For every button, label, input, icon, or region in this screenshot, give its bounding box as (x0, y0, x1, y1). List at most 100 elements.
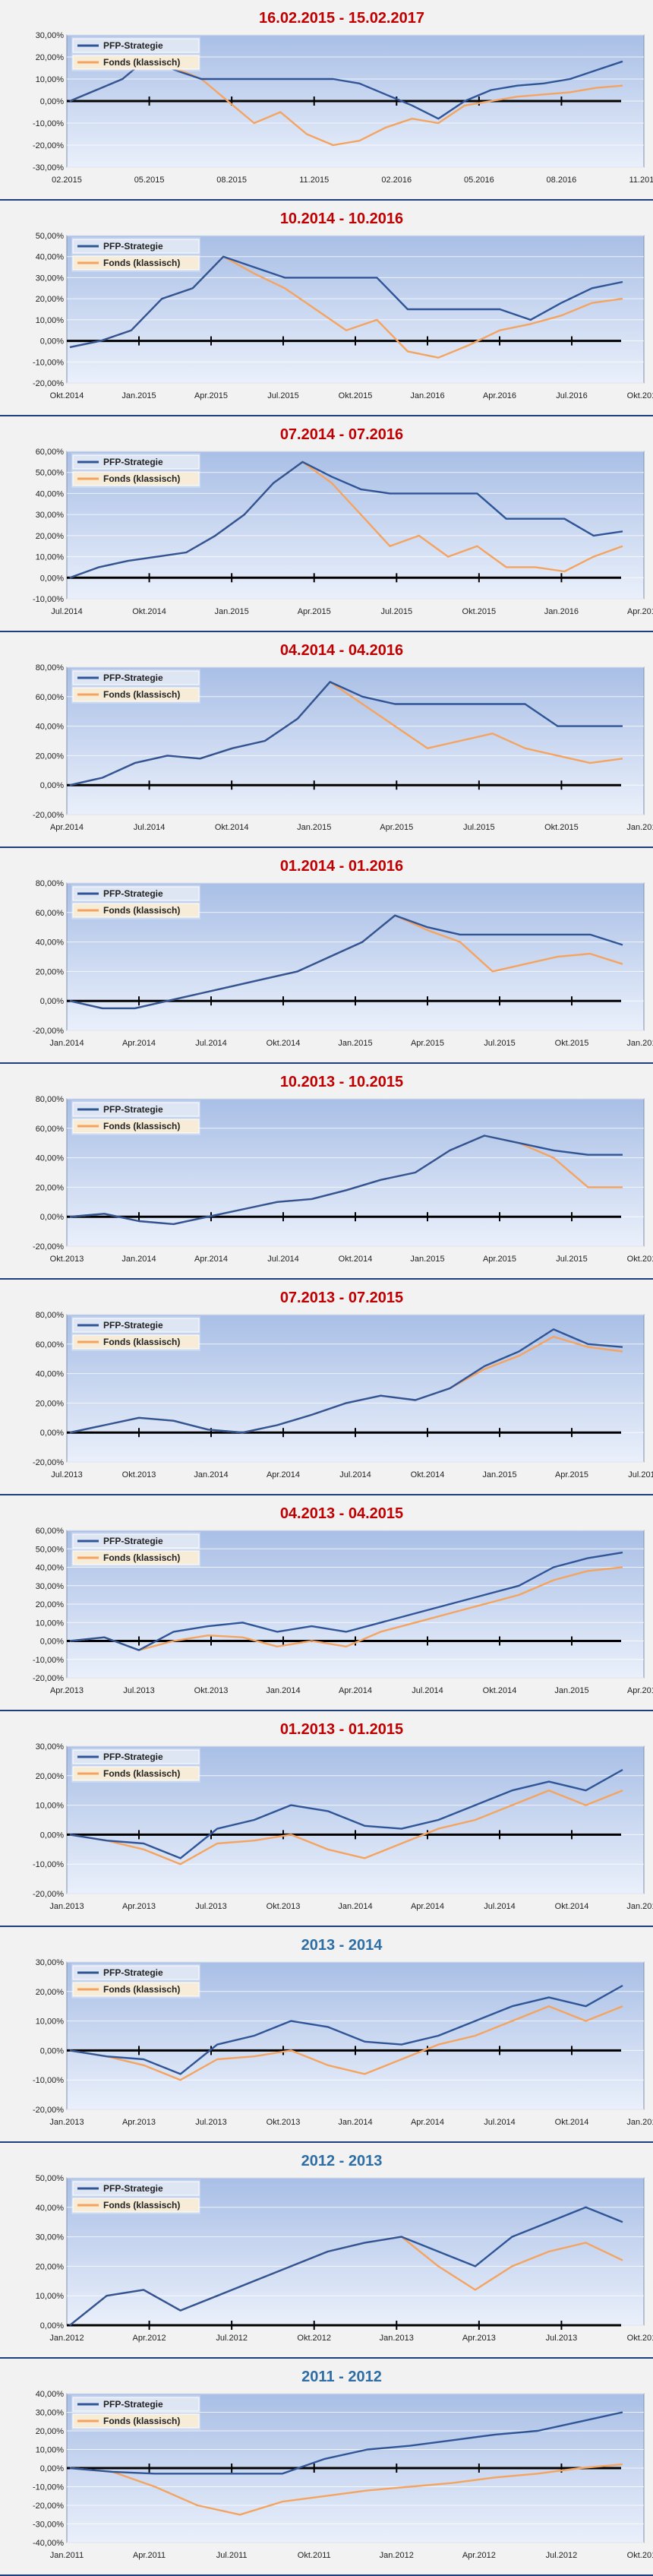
legend-entry (72, 886, 200, 901)
x-tick-label: Jul.2014 (51, 607, 83, 616)
series-line (69, 460, 623, 579)
x-tick-label: Okt.2015 (462, 607, 497, 616)
y-tick-label: 60,00% (36, 1125, 65, 1134)
legend-entry (72, 670, 200, 685)
y-tick-label: 0,00% (40, 2464, 64, 2473)
series-line (69, 2463, 623, 2516)
series-line (69, 2206, 623, 2326)
x-tick-label: Okt.2016 (627, 391, 653, 400)
x-tick-label: Apr.2014 (50, 823, 84, 832)
x-tick-label: Apr.2013 (122, 2118, 156, 2127)
x-tick-label: Jan.2014 (49, 1039, 84, 1048)
legend-entry (72, 1533, 200, 1549)
x-tick-label: Apr.2015 (483, 1255, 516, 1264)
x-tick-label: Apr.2015 (411, 1039, 444, 1048)
y-tick-label: -40,00% (33, 2539, 64, 2548)
legend-entry (72, 239, 200, 254)
x-tick-label: Jan.2015 (215, 607, 249, 616)
legend-entry (72, 471, 200, 486)
y-tick-label: -10,00% (33, 2076, 64, 2085)
y-tick-label: 10,00% (36, 553, 65, 562)
x-tick-label: Apr.2015 (627, 1686, 653, 1695)
y-tick-label: -10,00% (33, 1656, 64, 1665)
y-tick-label: 40,00% (36, 938, 65, 948)
y-tick-label: 0,00% (40, 574, 64, 583)
x-tick-label: Okt.2015 (339, 391, 373, 400)
y-tick-label: 40,00% (36, 253, 65, 262)
y-tick-label: -10,00% (33, 119, 64, 128)
y-tick-label: 40,00% (36, 1564, 65, 1573)
x-tick-label: Jul.2014 (339, 1470, 371, 1479)
x-tick-label: Jul.2014 (484, 2118, 516, 2127)
x-tick-label: Okt.2014 (555, 1902, 589, 1911)
x-tick-label: Jul.2015 (463, 823, 495, 832)
x-tick-label: Jan.2013 (380, 2334, 414, 2343)
y-tick-label: -10,00% (33, 1860, 64, 1869)
x-tick-label: Jan.2015 (626, 2118, 653, 2127)
x-tick-label: Apr.2014 (267, 1470, 300, 1479)
chart-panel: 04.2013 - 04.2015 60,00% 50,00% 40,00% 30,00… (0, 1495, 653, 1711)
x-tick-label: Jul.2015 (556, 1255, 588, 1264)
x-tick-label: Jul.2013 (51, 1470, 83, 1479)
x-tick-label: Jan.2014 (266, 1686, 300, 1695)
legend-label: Fonds (klassisch) (103, 57, 180, 68)
x-tick-label: 02.2015 (52, 176, 82, 185)
y-tick-label: 0,00% (40, 337, 64, 347)
y-tick-label: -10,00% (33, 595, 64, 604)
chart-title: 01.2014 - 01.2016 (280, 858, 403, 875)
series-line (69, 1135, 623, 1226)
y-tick-label: 60,00% (36, 448, 65, 457)
chart-panel: 2012 - 2013 50,00% 40,00% 30,00% 20,00% 10,00… (0, 2143, 653, 2359)
x-tick-label: 11.2016 (629, 176, 653, 185)
x-tick-label: Jan.2014 (194, 1470, 228, 1479)
x-tick-label: Jan.2011 (50, 2551, 84, 2560)
x-tick-label: Apr.2012 (133, 2334, 166, 2343)
chart-svg: 04.2014 - 04.2016 80,00% 60,00% 40,00% 20,00… (33, 642, 653, 832)
legend-entry (72, 1749, 200, 1764)
x-tick-label: Jul.2015 (484, 1039, 516, 1048)
x-tick-label: Jan.2015 (626, 1902, 653, 1911)
y-tick-label: -10,00% (33, 2483, 64, 2492)
series-line (69, 1551, 623, 1651)
legend-entry (72, 2397, 200, 2412)
y-tick-label: 20,00% (36, 295, 65, 304)
legend-entry (72, 1102, 200, 1117)
x-tick-label: Apr.2014 (339, 1686, 372, 1695)
y-tick-label: 30,00% (36, 511, 65, 520)
legend-entry (72, 1965, 200, 1980)
x-tick-label: Apr.2011 (133, 2551, 166, 2560)
y-tick-label: 60,00% (36, 909, 65, 918)
legend-entry (72, 687, 200, 702)
y-tick-label: -20,00% (33, 379, 64, 388)
y-tick-label: 20,00% (36, 752, 65, 761)
legend-label: Fonds (klassisch) (103, 905, 180, 916)
x-tick-label: Okt.2014 (411, 1470, 445, 1479)
y-tick-label: 0,00% (40, 1831, 64, 1840)
x-tick-label: Jul.2012 (216, 2334, 248, 2343)
x-tick-label: Okt.2011 (298, 2551, 331, 2560)
x-tick-label: Okt.2013 (122, 1470, 156, 1479)
x-tick-label: Jan.2016 (544, 607, 579, 616)
y-tick-label: 60,00% (36, 1340, 65, 1350)
x-tick-label: Okt.2014 (50, 391, 84, 400)
legend-label: PFP-Strategie (103, 888, 163, 899)
x-tick-label: Okt.2014 (132, 607, 166, 616)
y-tick-label: -20,00% (33, 1674, 64, 1683)
x-tick-label: Okt.2012 (627, 2551, 653, 2560)
legend-entry (72, 2181, 200, 2196)
chart-svg: 07.2013 - 07.2015 80,00% 60,00% 40,00% 20,00… (33, 1290, 653, 1479)
series-line (69, 2411, 623, 2475)
x-tick-label: Apr.2014 (122, 1039, 156, 1048)
y-tick-label: 30,00% (36, 1582, 65, 1591)
x-tick-label: 05.2015 (134, 176, 165, 185)
y-tick-label: -20,00% (33, 811, 64, 820)
x-tick-label: Apr.2012 (462, 2551, 496, 2560)
x-tick-label: Apr.2013 (462, 2334, 496, 2343)
y-tick-label: 20,00% (36, 1183, 65, 1192)
series-line (69, 681, 623, 786)
y-tick-label: 60,00% (36, 1527, 65, 1536)
legend-label: Fonds (klassisch) (103, 1121, 180, 1131)
legend-entry (72, 1318, 200, 1333)
chart-panel: 07.2013 - 07.2015 80,00% 60,00% 40,00% 20,00… (0, 1280, 653, 1495)
